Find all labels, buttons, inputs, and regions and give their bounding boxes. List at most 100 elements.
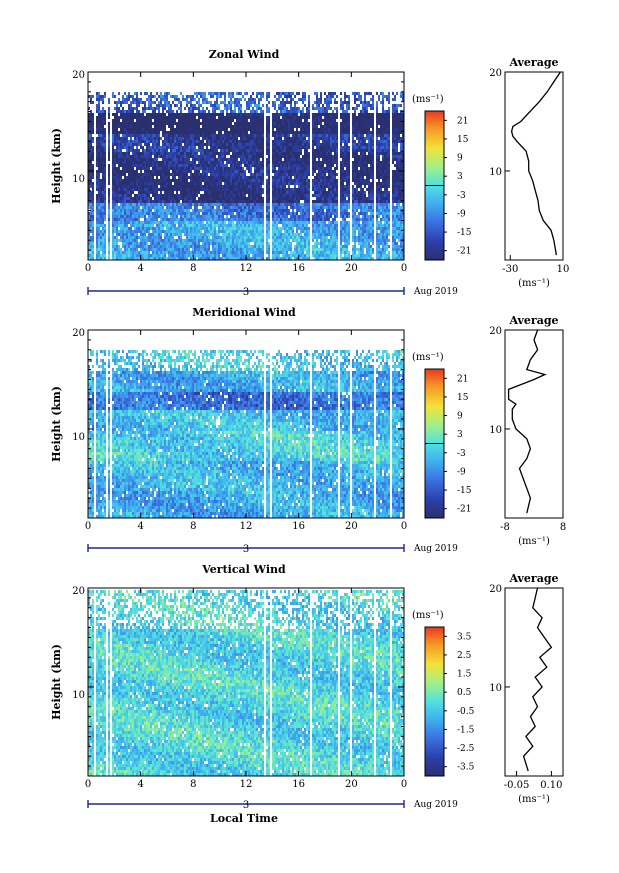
heatmap-cell: [278, 227, 280, 230]
heatmap-cell: [266, 200, 268, 203]
heatmap-cell: [286, 233, 288, 236]
heatmap-cell: [188, 191, 190, 194]
heatmap-cell: [172, 245, 174, 248]
heatmap-cell: [98, 224, 100, 227]
heatmap-cell: [204, 257, 206, 260]
heatmap-cell: [192, 179, 194, 182]
heatmap-cell: [192, 116, 194, 119]
heatmap-cell: [262, 176, 264, 179]
heatmap-cell: [192, 158, 194, 161]
heatmap-cell: [256, 152, 258, 155]
heatmap-cell: [196, 242, 198, 245]
heatmap-cell: [122, 185, 124, 188]
heatmap-cell: [176, 242, 178, 245]
heatmap-cell: [276, 164, 278, 167]
heatmap-cell: [154, 158, 156, 161]
heatmap-cell: [178, 251, 180, 254]
heatmap-cell: [146, 92, 148, 95]
heatmap-cell: [96, 239, 98, 242]
heatmap-cell: [168, 257, 170, 260]
heatmap-cell: [240, 146, 242, 149]
heatmap-cell: [252, 203, 254, 206]
heatmap-cell: [194, 128, 196, 131]
heatmap-cell: [272, 215, 274, 218]
heatmap-cell: [116, 173, 118, 176]
heatmap-cell: [240, 209, 242, 212]
heatmap-cell: [100, 140, 102, 143]
heatmap-cell: [222, 230, 224, 233]
heatmap-cell: [178, 119, 180, 122]
heatmap-cell: [176, 125, 178, 128]
heatmap-cell: [238, 98, 240, 101]
heatmap-cell: [226, 233, 228, 236]
heatmap-cell: [158, 113, 160, 116]
heatmap-cell: [108, 107, 110, 110]
heatmap-cell: [180, 203, 182, 206]
heatmap-cell: [130, 134, 132, 137]
heatmap-cell: [276, 125, 278, 128]
heatmap-cell: [262, 128, 264, 131]
heatmap-cell: [100, 236, 102, 239]
heatmap-cell: [232, 167, 234, 170]
heatmap-cell: [278, 221, 280, 224]
heatmap-cell: [142, 236, 144, 239]
heatmap-cell: [100, 167, 102, 170]
heatmap-cell: [292, 230, 294, 233]
heatmap-cell: [148, 209, 150, 212]
heatmap-cell: [104, 140, 106, 143]
heatmap-cell: [272, 158, 274, 161]
heatmap-cell: [146, 122, 148, 125]
heatmap-cell: [118, 221, 120, 224]
heatmap-cell: [172, 239, 174, 242]
heatmap-cell: [134, 230, 136, 233]
heatmap-cell: [146, 125, 148, 128]
heatmap-cell: [260, 227, 262, 230]
heatmap-cell: [284, 137, 286, 140]
heatmap-cell: [158, 161, 160, 164]
heatmap-cell: [236, 179, 238, 182]
heatmap-cell: [282, 182, 284, 185]
heatmap-cell: [124, 224, 126, 227]
heatmap-cell: [164, 149, 166, 152]
heatmap-cell: [204, 206, 206, 209]
heatmap-cell: [266, 98, 268, 101]
heatmap-cell: [250, 104, 252, 107]
heatmap-cell: [164, 248, 166, 251]
heatmap-cell: [114, 140, 116, 143]
heatmap-cell: [164, 218, 166, 221]
heatmap-cell: [146, 158, 148, 161]
heatmap-cell: [284, 203, 286, 206]
heatmap-cell: [104, 227, 106, 230]
heatmap-cell: [254, 254, 256, 257]
heatmap-cell: [276, 257, 278, 260]
heatmap-cell: [156, 221, 158, 224]
heatmap-cell: [104, 152, 106, 155]
heatmap-cell: [254, 110, 256, 113]
heatmap-cell: [256, 218, 258, 221]
heatmap-cell: [148, 95, 150, 98]
heatmap-cell: [252, 137, 254, 140]
heatmap-cell: [188, 224, 190, 227]
heatmap-cell: [214, 221, 216, 224]
heatmap-cell: [132, 254, 134, 257]
heatmap-cell: [290, 230, 292, 233]
heatmap-cell: [162, 110, 164, 113]
heatmap-cell: [240, 164, 242, 167]
heatmap-cell: [258, 248, 260, 251]
heatmap-cell: [164, 251, 166, 254]
heatmap-cell: [148, 155, 150, 158]
heatmap-cell: [100, 149, 102, 152]
heatmap-cell: [92, 116, 94, 119]
heatmap-cell: [176, 233, 178, 236]
heatmap-cell: [280, 227, 282, 230]
heatmap-cell: [266, 203, 268, 206]
heatmap-cell: [230, 110, 232, 113]
heatmap-cell: [130, 167, 132, 170]
heatmap-cell: [192, 104, 194, 107]
heatmap-cell: [244, 254, 246, 257]
heatmap-cell: [188, 185, 190, 188]
heatmap-cell: [140, 194, 142, 197]
heatmap-cell: [286, 113, 288, 116]
heatmap-cell: [144, 227, 146, 230]
heatmap-cell: [178, 128, 180, 131]
